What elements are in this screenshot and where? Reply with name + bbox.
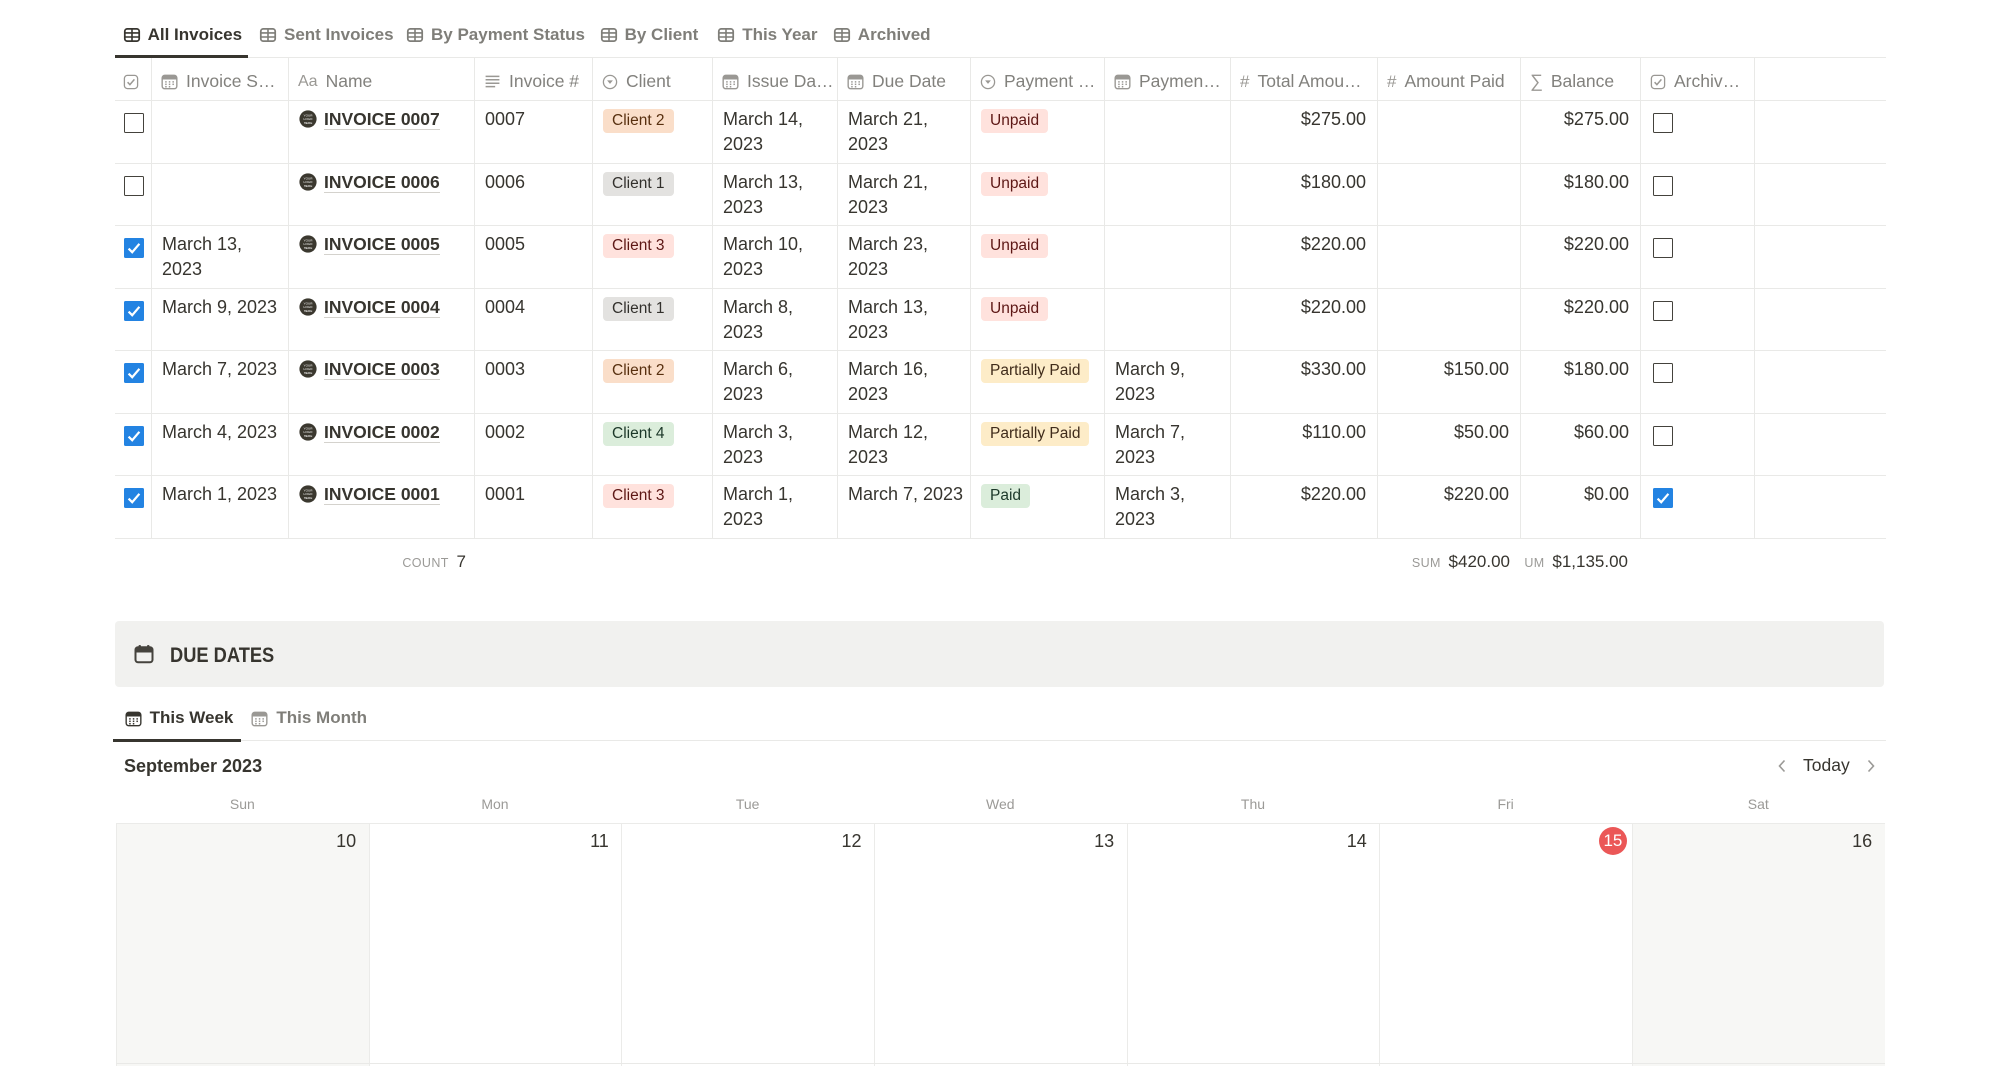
svg-text:LOGO: LOGO <box>304 117 314 121</box>
svg-text:LOGO: LOGO <box>304 492 314 496</box>
svg-text:HERE: HERE <box>304 246 313 250</box>
svg-text:YOUR: YOUR <box>304 363 314 367</box>
svg-text:HERE: HERE <box>304 496 313 500</box>
svg-text:HERE: HERE <box>304 308 313 312</box>
svg-text:YOUR: YOUR <box>304 426 314 430</box>
svg-text:LOGO: LOGO <box>304 430 314 434</box>
svg-text:HERE: HERE <box>304 121 313 125</box>
svg-text:YOUR: YOUR <box>304 238 314 242</box>
svg-text:YOUR: YOUR <box>304 176 314 180</box>
svg-text:LOGO: LOGO <box>304 367 314 371</box>
svg-text:HERE: HERE <box>304 371 313 375</box>
svg-text:HERE: HERE <box>304 433 313 437</box>
svg-text:YOUR: YOUR <box>304 488 314 492</box>
svg-text:LOGO: LOGO <box>304 180 314 184</box>
svg-text:LOGO: LOGO <box>304 305 314 309</box>
svg-text:YOUR: YOUR <box>304 113 314 117</box>
svg-text:HERE: HERE <box>304 183 313 187</box>
svg-text:YOUR: YOUR <box>304 301 314 305</box>
svg-text:LOGO: LOGO <box>304 242 314 246</box>
